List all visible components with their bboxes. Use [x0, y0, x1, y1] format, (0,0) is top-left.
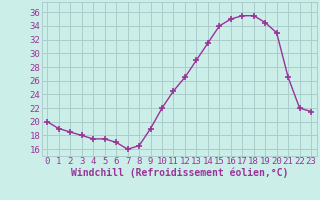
- X-axis label: Windchill (Refroidissement éolien,°C): Windchill (Refroidissement éolien,°C): [70, 168, 288, 178]
